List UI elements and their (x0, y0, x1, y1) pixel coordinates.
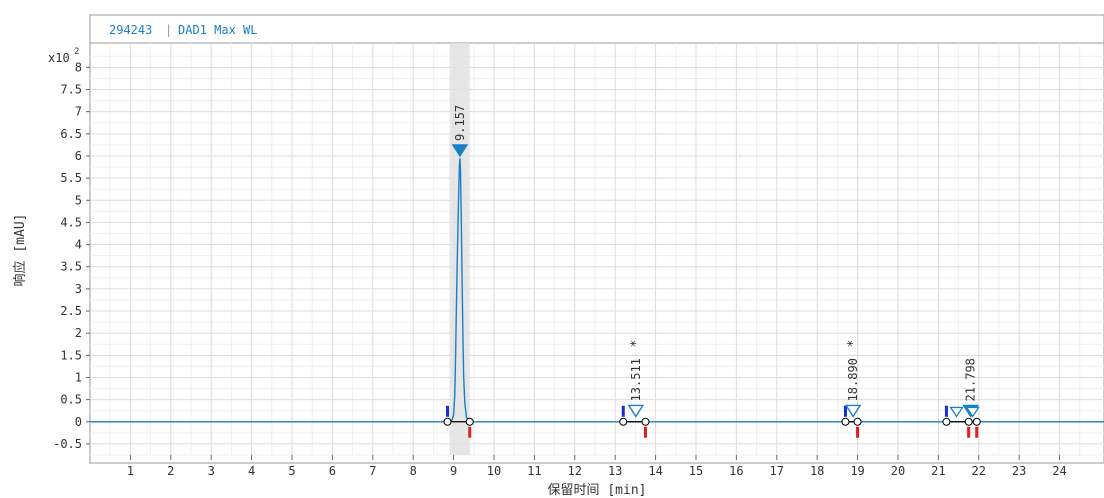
x-tick-label: 8 (410, 464, 417, 478)
peak-start-marker (446, 405, 450, 417)
peak-rt-label: 18.890 (846, 358, 860, 401)
x-tick-label: 3 (208, 464, 215, 478)
chromatogram-trace (90, 158, 1104, 423)
y-tick-label: 8 (75, 60, 82, 74)
x-tick-label: 13 (608, 464, 622, 478)
peak-rt-label: 21.798 (964, 358, 978, 401)
y-tick-label: 7.5 (60, 83, 82, 97)
x-tick-label: 6 (329, 464, 336, 478)
y-tick-label: 1.5 (60, 348, 82, 362)
baseline-end-point (641, 417, 650, 426)
signal-name: DAD1 Max WL (178, 23, 257, 37)
baseline-start-point (942, 417, 951, 426)
minor-peak-marker (965, 406, 980, 418)
x-tick-label: 19 (850, 464, 864, 478)
peak-end-marker (643, 426, 647, 438)
x-tick-label: 1 (127, 464, 134, 478)
peak-end-marker (975, 426, 979, 438)
x-tick-label: 11 (527, 464, 541, 478)
y-tick-label: -0.5 (53, 437, 82, 451)
x-tick-label: 15 (689, 464, 703, 478)
x-tick-label: 9 (450, 464, 457, 478)
y-multiplier-exponent: 2 (74, 47, 79, 57)
peak-layer: 9.157 13.511 * 18.890 * 21.798 (443, 105, 981, 438)
peak-apex-marker (451, 144, 469, 158)
y-tick-label: 7 (75, 105, 82, 119)
peak-annotation-star: * (846, 340, 861, 348)
peak-rt-label: 13.511 (629, 358, 643, 401)
baseline-mid-point (964, 417, 973, 426)
x-axis-title: 保留时间 [min] (548, 483, 647, 498)
peak-start-marker (621, 405, 625, 417)
peak-rt-label: 9.157 (453, 105, 467, 141)
y-tick-label: 5 (75, 193, 82, 207)
x-tick-label: 17 (770, 464, 784, 478)
x-tick-label: 5 (288, 464, 295, 478)
peak-end-marker (468, 426, 472, 438)
y-tick-label: 0.5 (60, 393, 82, 407)
x-tick-label: 23 (1012, 464, 1026, 478)
peak-start-marker (843, 405, 847, 417)
y-tick-label: 0 (75, 415, 82, 429)
selected-peak-region (449, 43, 470, 455)
y-tick-label: 4.5 (60, 215, 82, 229)
header-separator: | (165, 23, 172, 37)
x-tick-label: 14 (648, 464, 662, 478)
x-tick-label: 22 (972, 464, 986, 478)
plot-frame (89, 14, 1104, 464)
baseline-end-point (972, 417, 981, 426)
y-tick-label: 5.5 (60, 171, 82, 185)
baseline-end-point (465, 417, 474, 426)
y-tick-label: 2.5 (60, 304, 82, 318)
baseline-start-point (443, 417, 452, 426)
peak-end-marker (856, 426, 860, 438)
y-tick-label: 3.5 (60, 260, 82, 274)
peak-apex-marker (844, 404, 862, 418)
x-tick-label: 21 (931, 464, 945, 478)
y-axis-title: 响应 [mAU] (12, 214, 28, 287)
grid-layer (90, 43, 1104, 456)
x-tick-label: 7 (369, 464, 376, 478)
y-tick-label: 1 (75, 370, 82, 384)
x-tick-label: 12 (568, 464, 582, 478)
x-tick-label: 16 (729, 464, 743, 478)
y-multiplier-label: x10 (48, 51, 70, 65)
trace-layer (90, 158, 1104, 423)
x-tick-label: 4 (248, 464, 255, 478)
axis-layer: 1 2 3 4 5 6 7 8 9 10 11 12 13 14 15 16 17 18 19 20 21 22 23 24-… (53, 60, 1067, 478)
peak-annotation-star: * (629, 340, 644, 348)
y-tick-label: 6 (75, 149, 82, 163)
y-tick-label: 3 (75, 282, 82, 296)
baseline-start-point (841, 417, 850, 426)
chart-header-strip (89, 14, 1104, 44)
x-tick-label: 20 (891, 464, 905, 478)
peak-apex-marker (627, 404, 645, 418)
x-tick-label: 18 (810, 464, 824, 478)
peak-end-marker (967, 426, 971, 438)
y-tick-label: 2 (75, 326, 82, 340)
minor-peak-marker (949, 406, 964, 418)
x-tick-label: 2 (167, 464, 174, 478)
baseline-end-point (853, 417, 862, 426)
highlight-layer (449, 43, 470, 455)
y-tick-label: 6.5 (60, 127, 82, 141)
peak-start-marker (944, 405, 948, 417)
sample-id: 294243 (109, 23, 152, 37)
y-tick-label: 4 (75, 238, 82, 252)
baseline-start-point (619, 417, 628, 426)
x-tick-label: 10 (487, 464, 501, 478)
x-tick-label: 24 (1052, 464, 1066, 478)
